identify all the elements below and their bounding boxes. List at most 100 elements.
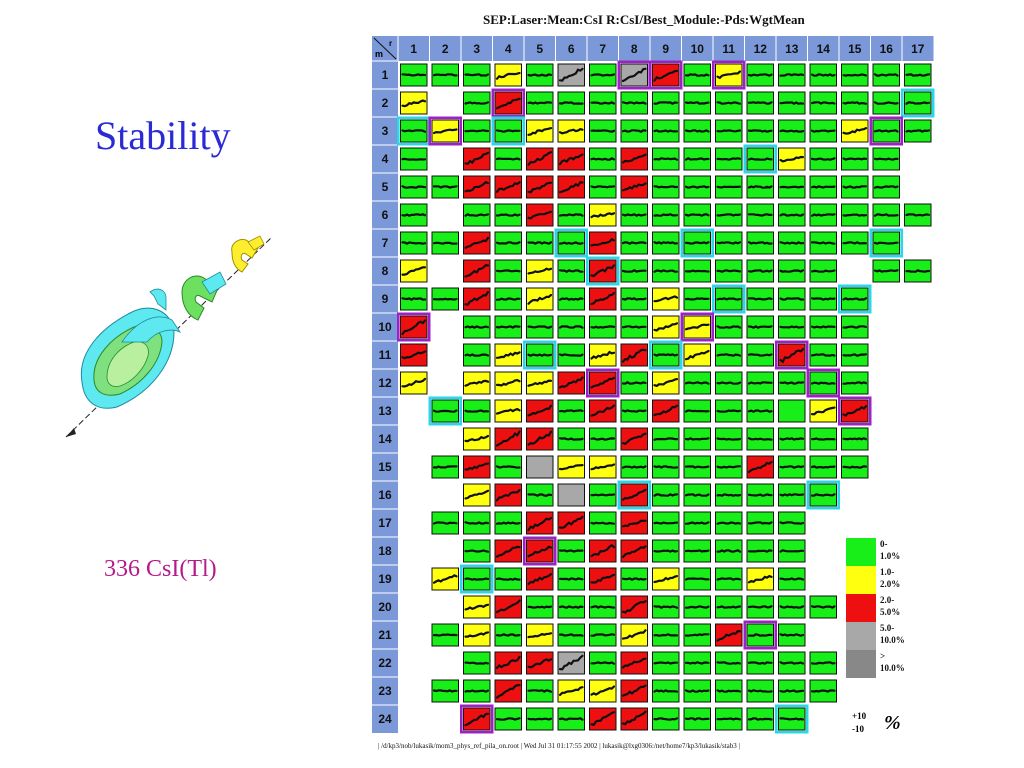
cell-trace <box>842 381 868 385</box>
cell-trace <box>558 409 584 413</box>
cell-trace <box>590 237 616 247</box>
cell-trace <box>684 661 710 665</box>
crystal-cell <box>526 679 554 703</box>
crystal-cell <box>494 427 522 451</box>
cell-trace <box>527 632 553 639</box>
crystal-cell <box>463 91 491 115</box>
crystal-cell <box>494 287 522 311</box>
cell-trace <box>684 689 710 693</box>
crystal-cell <box>841 203 869 227</box>
cell-trace <box>621 577 647 581</box>
cell-trace <box>558 437 584 441</box>
crystal-cell <box>872 147 900 171</box>
cell-trace <box>590 73 616 77</box>
cell-trace <box>590 543 616 558</box>
crystal-cell <box>494 259 522 283</box>
crystal-cell <box>557 623 585 647</box>
cell-trace <box>621 465 647 469</box>
cell-trace <box>716 185 742 189</box>
cell-trace <box>558 633 584 637</box>
crystal-cell <box>809 203 837 227</box>
crystal-cell <box>494 343 522 367</box>
cell-trace <box>716 101 742 105</box>
cell-trace <box>558 353 584 357</box>
cell-trace <box>464 129 490 133</box>
crystal-cell <box>809 595 837 619</box>
cell-trace <box>684 349 710 361</box>
crystal-cell <box>900 88 935 118</box>
range-top: +10 <box>852 711 867 721</box>
corner-divider <box>373 37 397 60</box>
cell-trace <box>684 521 710 525</box>
column-label: 10 <box>691 42 705 56</box>
crystal-cell <box>620 315 648 339</box>
cell-trace <box>590 129 616 133</box>
cell-trace <box>905 73 931 77</box>
cell-trace <box>401 319 427 336</box>
crystal-cell <box>683 623 711 647</box>
legend-swatch <box>846 566 876 594</box>
legend-label-line: 5.0% <box>880 607 901 617</box>
crystal-cell <box>557 511 585 535</box>
cell-trace <box>621 432 647 446</box>
crystal-cell <box>778 595 806 619</box>
cell-trace <box>716 325 742 329</box>
crystal-cell <box>683 595 711 619</box>
row-label: 20 <box>378 600 392 614</box>
crystal-cell <box>494 147 522 171</box>
crystal-cell <box>589 679 617 703</box>
cell-trace <box>590 350 616 360</box>
crystal-cell <box>778 427 806 451</box>
cell-trace <box>716 629 742 642</box>
cell-trace <box>684 549 710 553</box>
cell-trace <box>716 605 742 609</box>
cell-trace <box>684 269 710 273</box>
crystal-cell <box>652 287 680 311</box>
cell-trace <box>621 182 647 192</box>
crystal-cell <box>463 259 491 283</box>
cell-trace <box>779 185 805 189</box>
crystal-cell <box>620 287 648 311</box>
crystal-cell <box>715 567 743 591</box>
crystal-cell <box>809 315 837 339</box>
crystal-cell <box>400 343 428 367</box>
crystal-cell <box>774 704 809 734</box>
cell-trace <box>905 101 931 105</box>
cell-trace <box>621 600 647 614</box>
row-label: 19 <box>378 572 392 586</box>
cell-trace <box>495 717 521 721</box>
cell-trace <box>653 295 679 303</box>
cell-trace <box>810 157 836 161</box>
crystal-cell <box>683 147 711 171</box>
crystal-cell <box>809 399 837 423</box>
crystal-cell <box>494 399 522 423</box>
cell-outline <box>648 60 683 90</box>
crystal-cell <box>652 483 680 507</box>
cell-trace <box>684 409 710 413</box>
cell-trace <box>747 661 773 665</box>
column-label: 2 <box>442 42 449 56</box>
crystal-cell <box>589 175 617 199</box>
crystal-cell <box>494 567 522 591</box>
cell-trace <box>527 605 553 609</box>
cell-trace <box>716 241 742 245</box>
cell-trace <box>495 407 521 415</box>
crystal-cell <box>743 144 777 174</box>
crystal-cell <box>400 203 428 227</box>
crystal-cell <box>589 91 617 115</box>
cell-trace <box>810 465 836 469</box>
cell-trace <box>495 325 521 329</box>
crystal-cell <box>778 399 806 423</box>
cell-trace <box>716 577 742 581</box>
column-label: 8 <box>631 42 638 56</box>
cell-trace <box>432 409 458 413</box>
cell-trace <box>527 267 553 275</box>
crystal-cell <box>778 119 806 143</box>
crystal-cell <box>746 511 774 535</box>
crystal-cell <box>809 455 837 479</box>
cell-trace <box>747 185 773 189</box>
crystal-cell <box>463 203 491 227</box>
cell-trace <box>810 406 836 416</box>
crystal-cell <box>526 483 554 507</box>
cell-trace <box>810 325 836 329</box>
